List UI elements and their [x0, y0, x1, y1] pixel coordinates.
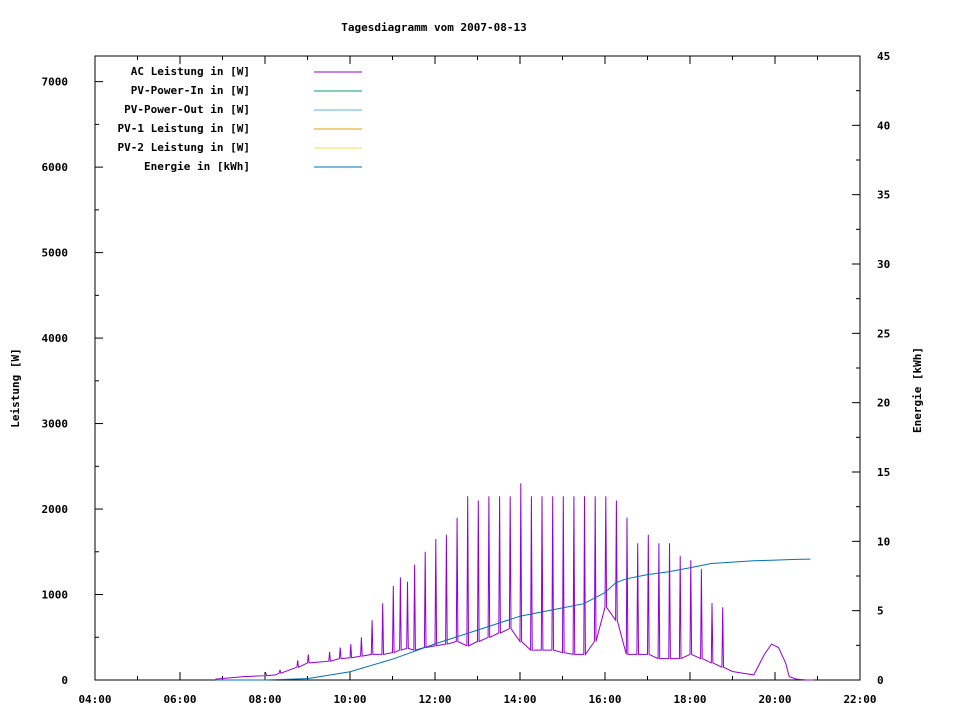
y2-tick-label: 45 — [877, 50, 890, 63]
legend-label: AC Leistung in [W] — [131, 65, 250, 78]
y2-tick-label: 20 — [877, 397, 890, 410]
x-tick-label: 08:00 — [248, 693, 281, 706]
y2-tick-label: 40 — [877, 119, 890, 132]
y-tick-label: 5000 — [42, 247, 69, 260]
x-tick-label: 22:00 — [843, 693, 876, 706]
y-tick-label: 1000 — [42, 589, 69, 602]
y-tick-label: 2000 — [42, 503, 69, 516]
y-tick-label: 0 — [61, 674, 68, 687]
y2-tick-label: 10 — [877, 535, 890, 548]
legend-label: Energie in [kWh] — [144, 160, 250, 173]
series-line-energie-in-kwh — [215, 558, 811, 681]
series-line-ac-leistung-in-w — [215, 483, 814, 681]
x-tick-label: 06:00 — [163, 693, 196, 706]
x-tick-label: 16:00 — [588, 693, 621, 706]
x-tick-label: 14:00 — [503, 693, 536, 706]
legend-label: PV-1 Leistung in [W] — [118, 122, 250, 135]
x-tick-label: 20:00 — [758, 693, 791, 706]
ticks-layer: 04:00 06:00 08:00 10:00 12:00 14:00 16:00 18:00… — [42, 50, 891, 706]
y2-tick-label: 25 — [877, 327, 890, 340]
x-tick-label: 04:00 — [78, 693, 111, 706]
y-tick-label: 6000 — [42, 161, 69, 174]
y-axis-label: Leistung [W] — [9, 348, 22, 427]
series-layer — [215, 483, 814, 681]
chart-title: Tagesdiagramm vom 2007-08-13 — [341, 21, 526, 34]
x-tick-label: 18:00 — [673, 693, 706, 706]
x-tick-label: 10:00 — [333, 693, 366, 706]
legend: AC Leistung in [W] PV-Power-In in [W] PV-P… — [118, 65, 362, 173]
legend-label: PV-Power-In in [W] — [131, 84, 250, 97]
legend-label: PV-Power-Out in [W] — [124, 103, 250, 116]
legend-label: PV-2 Leistung in [W] — [118, 141, 250, 154]
y-tick-label: 3000 — [42, 418, 69, 431]
y-tick-label: 7000 — [42, 76, 69, 89]
y2-tick-label: 35 — [877, 189, 890, 202]
y2-tick-label: 15 — [877, 466, 890, 479]
y2-axis-label: Energie [kWh] — [911, 347, 924, 433]
y2-tick-label: 5 — [877, 605, 884, 618]
y-tick-label: 4000 — [42, 332, 69, 345]
y2-tick-label: 30 — [877, 258, 890, 271]
x-tick-label: 12:00 — [418, 693, 451, 706]
y2-tick-label: 0 — [877, 674, 884, 687]
